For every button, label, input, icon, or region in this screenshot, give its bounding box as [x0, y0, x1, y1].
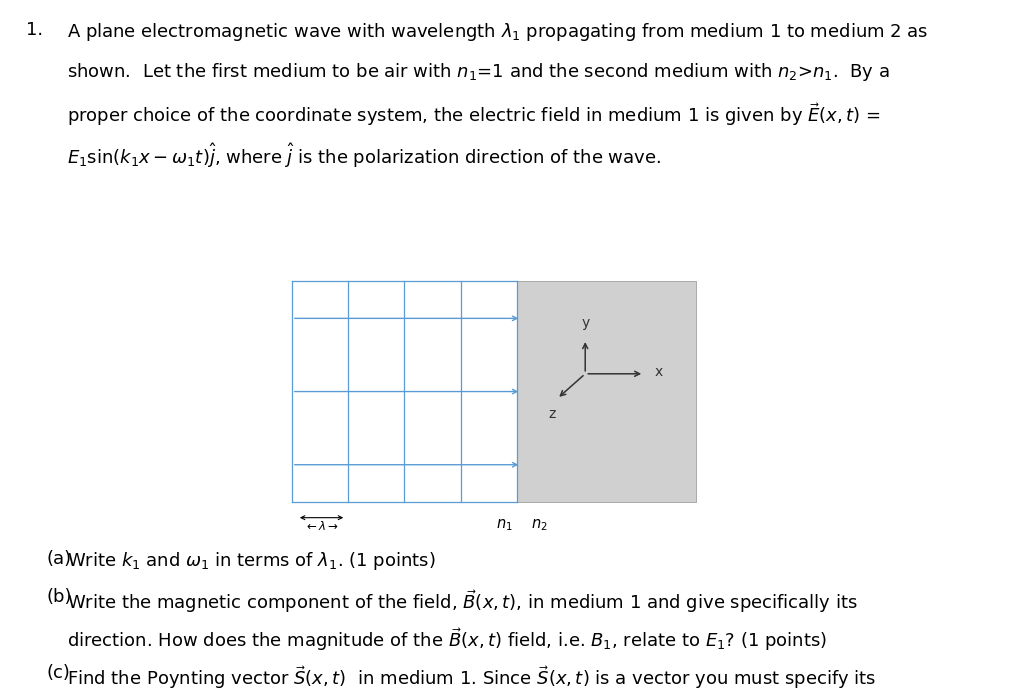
Text: shown.  Let the first medium to be air with $n_1$=1 and the second medium with $: shown. Let the first medium to be air wi… — [67, 61, 889, 83]
Text: (b): (b) — [46, 588, 72, 606]
Text: Write $k_1$ and $\omega_1$ in terms of $\lambda_1$. (1 points): Write $k_1$ and $\omega_1$ in terms of $… — [67, 550, 435, 572]
Text: $\leftarrow \lambda \rightarrow$: $\leftarrow \lambda \rightarrow$ — [304, 520, 339, 533]
Text: $n_1$: $n_1$ — [497, 518, 513, 534]
Text: direction. How does the magnitude of the $\vec{B}(x, t)$ field, i.e. $B_1$, rela: direction. How does the magnitude of the… — [67, 626, 826, 653]
Text: $E_1\sin(k_1 x - \omega_1 t)\hat{j}$, where $\hat{j}$ is the polarization direct: $E_1\sin(k_1 x - \omega_1 t)\hat{j}$, wh… — [67, 141, 660, 170]
Text: proper choice of the coordinate system, the electric field in medium 1 is given : proper choice of the coordinate system, … — [67, 101, 881, 128]
Text: $n_2$: $n_2$ — [531, 518, 548, 534]
Text: A plane electromagnetic wave with wavelength $\lambda_1$ propagating from medium: A plane electromagnetic wave with wavele… — [67, 21, 928, 43]
Text: Find the Poynting vector $\vec{S}(x, t)$  in medium 1. Since $\vec{S}(x, t)$ is : Find the Poynting vector $\vec{S}(x, t)$… — [67, 664, 876, 691]
Bar — [292, 281, 517, 502]
Text: (c): (c) — [46, 664, 70, 682]
Text: Write the magnetic component of the field, $\vec{B}(x, t)$, in medium 1 and give: Write the magnetic component of the fiel… — [67, 588, 857, 615]
Text: x: x — [654, 365, 663, 380]
Text: z: z — [548, 407, 556, 421]
Text: y: y — [581, 316, 590, 330]
Bar — [517, 281, 696, 502]
Text: (a): (a) — [46, 550, 72, 568]
Text: 1.: 1. — [26, 21, 43, 39]
